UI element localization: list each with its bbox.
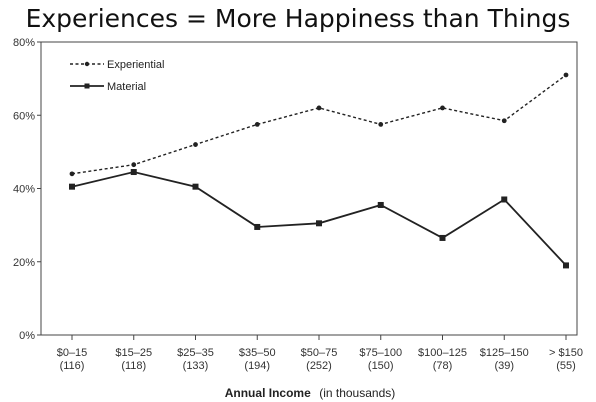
series-layer [69,72,569,269]
legend-experiential-marker [84,61,90,67]
material-data-point [563,262,569,269]
x-tick-count-label: (78) [433,360,453,372]
y-tick-label: 80% [13,37,35,49]
material-data-point [130,169,137,176]
x-tick-label: $0–15 [57,347,88,359]
axes-layer: 0% 20% 40% 60% 80% $0–15(116) $15–25(118) $25–3… [13,37,583,372]
chart-title: Experiences = More Happiness than Things [25,4,571,33]
experiential-series-line [71,74,567,175]
x-tick-label: $25–35 [177,347,214,359]
x-tick-label: $100–125 [418,347,467,359]
x-tick-count-label: (55) [556,360,576,372]
material-data-point [69,183,75,190]
material-data-point [439,234,446,241]
y-tick-label: 60% [13,110,35,122]
x-axis-label-main: Annual Income [225,386,311,400]
experiential-data-point [378,122,384,127]
legend-experiential-label: Experiential [107,59,164,71]
x-tick-count-label: (150) [368,360,394,372]
experiential-data-point [501,118,507,124]
x-tick-label: $35–50 [239,347,276,359]
material-data-point [192,183,199,190]
experiential-data-point [316,105,322,111]
x-tick-label: > $150 [549,347,583,359]
x-tick-count-label: (118) [121,360,146,372]
x-tick-count-label: (252) [306,360,332,372]
legend-material-label: Material [107,81,146,93]
x-axis-label: Annual Income (in thousands) [225,384,396,401]
y-tick-label: 40% [13,184,35,196]
x-tick-count-label: (194) [244,360,270,372]
y-tick-label: 0% [19,330,35,342]
material-data-point [316,220,322,227]
x-tick-count-label: (116) [60,360,85,372]
experiential-data-point [69,171,75,177]
x-tick-label: $15–25 [115,347,152,359]
experiential-data-point [193,142,198,147]
x-axis-label-units: (in thousands) [319,386,395,400]
experiential-data-point [563,72,569,78]
legend-material-marker [84,83,90,89]
x-tick-count-label: (133) [183,360,209,372]
experiential-data-point [131,162,137,168]
x-tick-label: $75–100 [359,347,402,359]
material-data-point [377,201,384,208]
experiential-data-point [440,105,445,111]
x-tick-label: $125–150 [480,347,529,359]
x-tick-label: $50–75 [301,347,338,359]
experiential-data-point [254,122,260,127]
material-data-point [501,196,508,203]
material-data-point [254,223,261,230]
x-tick-count-label: (39) [494,360,514,372]
y-tick-label: 20% [13,257,35,269]
material-series-line [71,171,567,267]
legend: Experiential Material [70,59,164,93]
